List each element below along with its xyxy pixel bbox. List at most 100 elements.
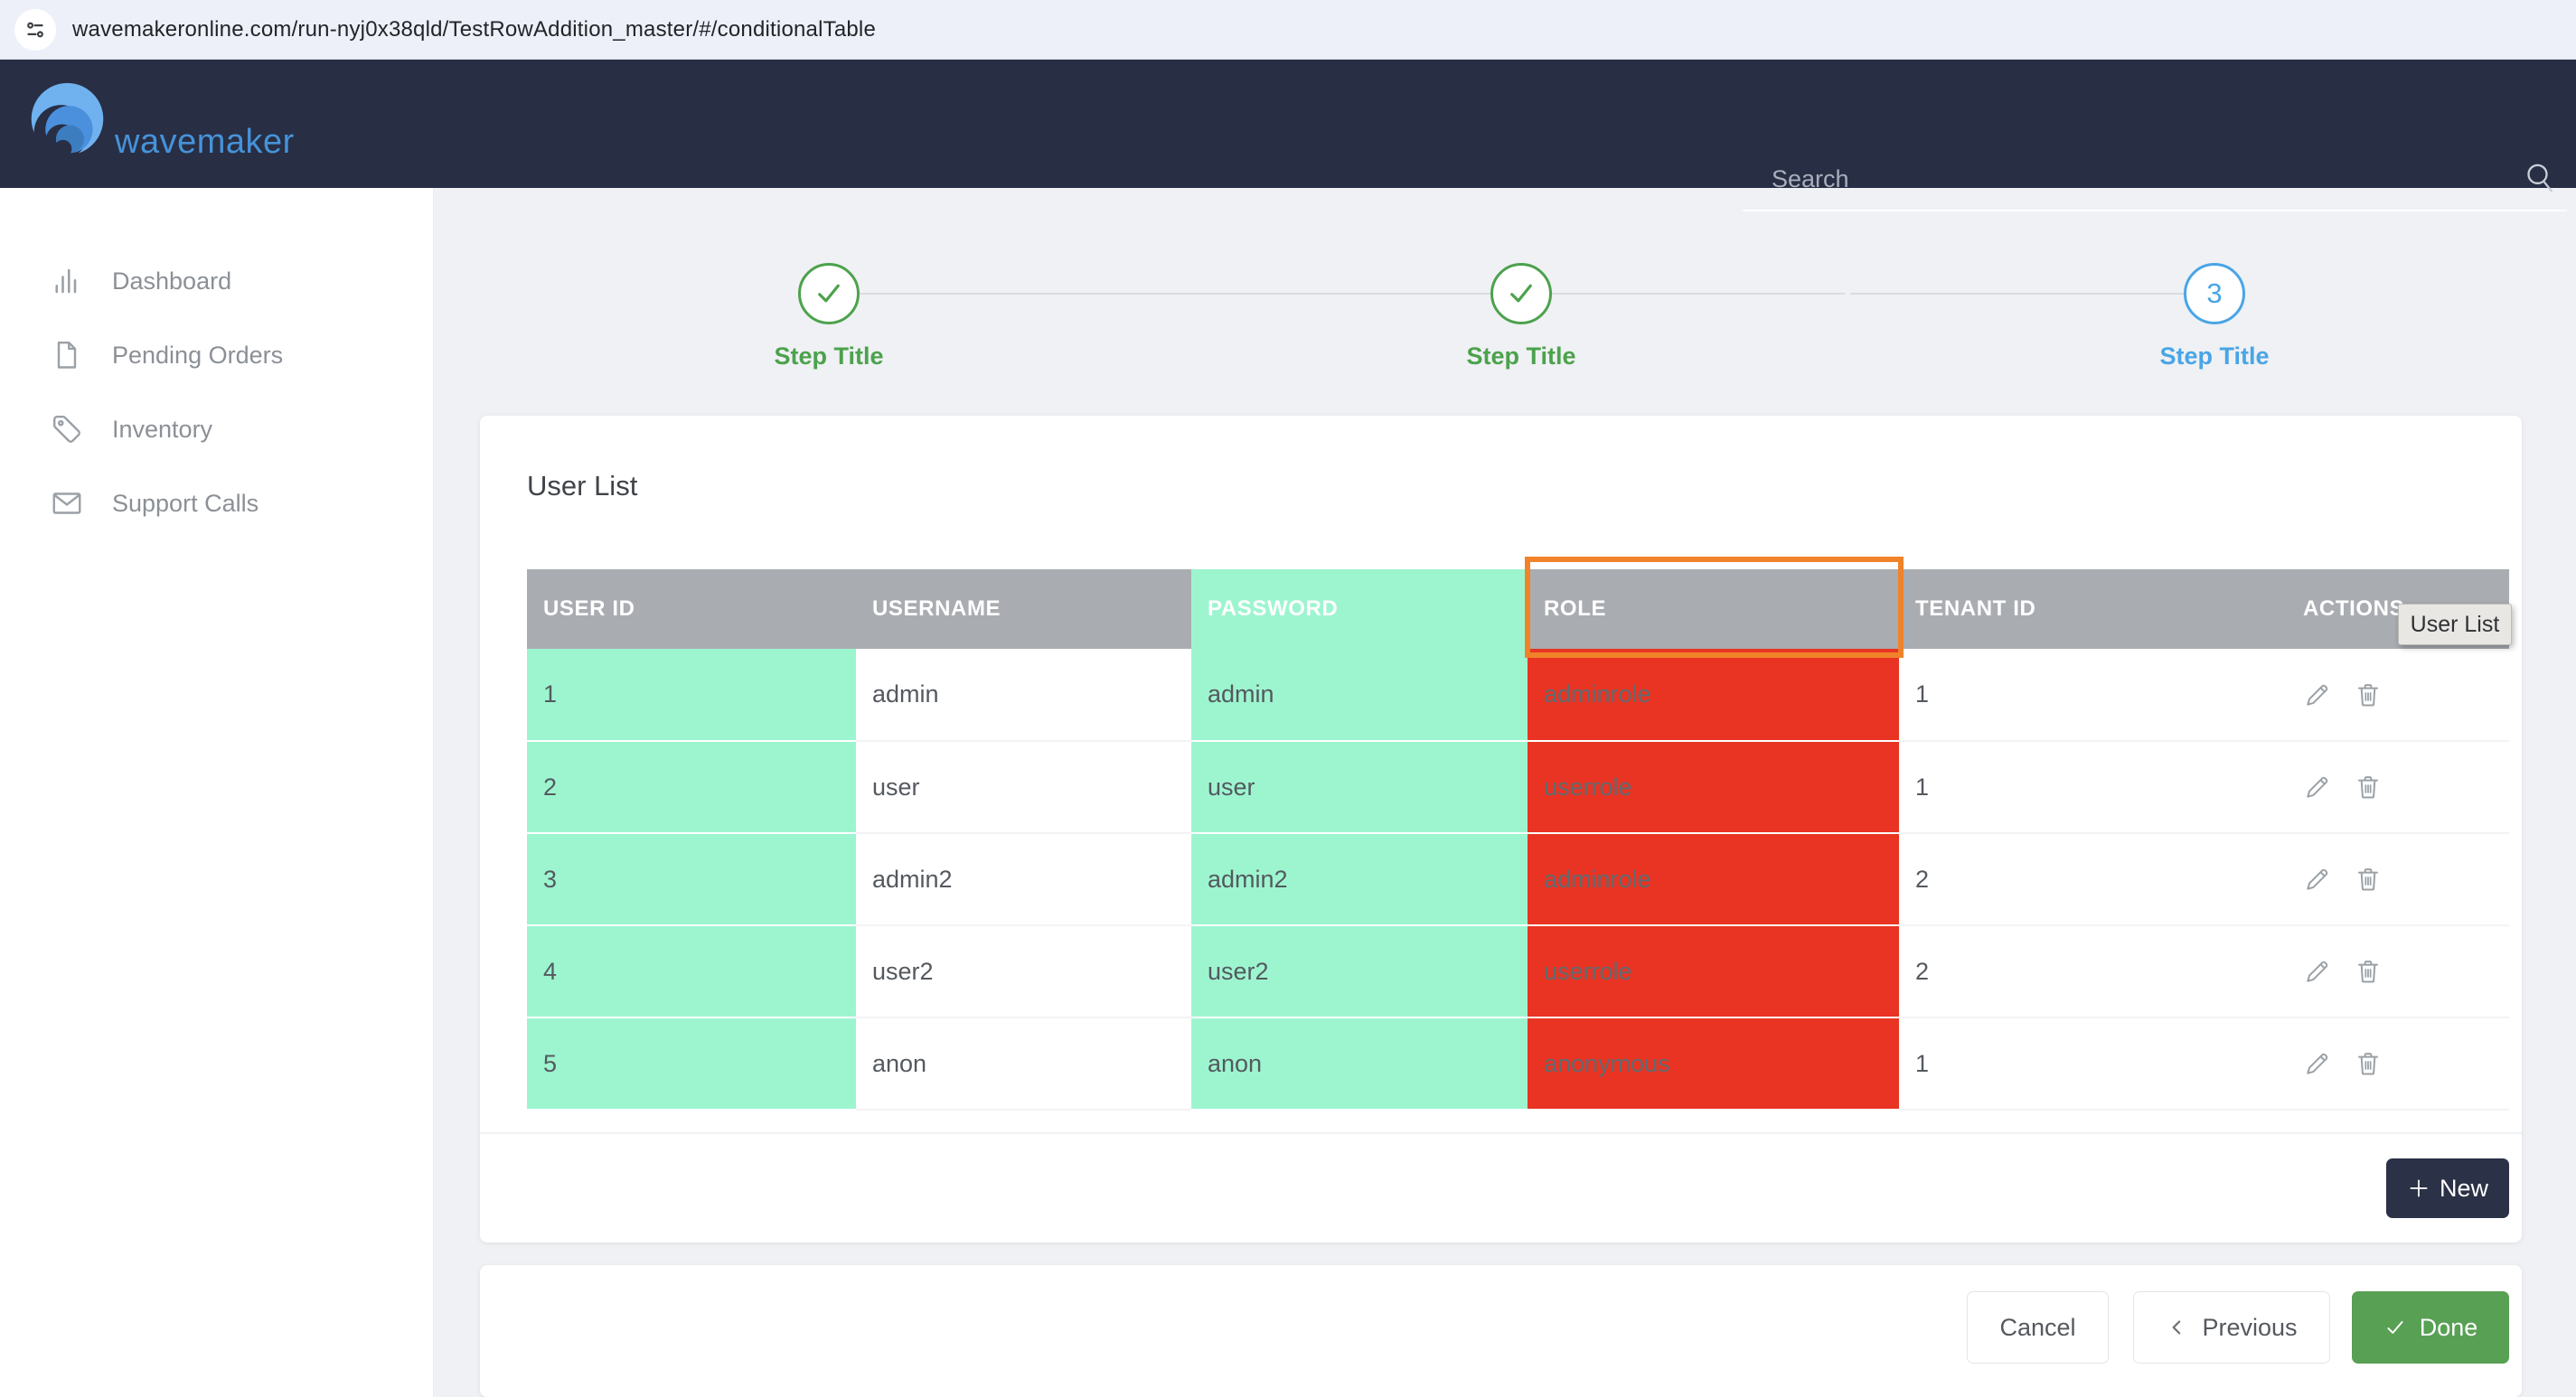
step-circle [1490, 263, 1552, 324]
table-row: 2 user user userrole 1 [527, 741, 2509, 834]
delete-row-button[interactable] [2354, 865, 2383, 894]
edit-row-button[interactable] [2303, 865, 2332, 894]
cell-user-id: 4 [527, 925, 856, 1018]
cell-username: user [856, 741, 1191, 834]
step-connector [1850, 293, 2184, 295]
brand-text: wavemaker [115, 123, 295, 161]
trash-icon [2354, 1049, 2383, 1078]
step-circle: 3 [2184, 263, 2245, 324]
wavemaker-logo-icon [31, 82, 104, 160]
wizard-actions-card: Cancel Previous Done [480, 1265, 2522, 1397]
cell-password: user [1191, 741, 1528, 834]
sidebar-item-support-calls[interactable]: Support Calls [0, 466, 433, 540]
cell-username: admin [856, 649, 1191, 742]
card-footer-divider [480, 1132, 2522, 1134]
table-header-row: USER ID USERNAME PASSWORD ROLE TENANT ID ACTI… [527, 569, 2509, 649]
new-button-label: New [2439, 1174, 2488, 1202]
cell-username: anon [856, 1017, 1191, 1111]
cell-user-id: 5 [527, 1017, 856, 1111]
cell-user-id: 3 [527, 833, 856, 926]
delete-row-button[interactable] [2354, 1049, 2383, 1078]
cell-role: adminrole [1528, 649, 1899, 742]
step-connector [1552, 293, 1845, 295]
trash-icon [2354, 680, 2383, 709]
delete-row-button[interactable] [2354, 680, 2383, 709]
user-list-tooltip: User List [2398, 604, 2512, 645]
delete-row-button[interactable] [2354, 773, 2383, 802]
sidebar-item-label: Inventory [112, 415, 213, 443]
table-row: 5 anon anon anonymous 1 [527, 1017, 2509, 1111]
column-header-role[interactable]: ROLE [1528, 569, 1899, 649]
search-icon[interactable] [2522, 159, 2558, 197]
sidebar: Dashboard Pending Orders Inventory Support … [0, 188, 434, 1397]
column-header-tenant-id[interactable]: TENANT ID [1899, 569, 2287, 649]
cell-username: user2 [856, 925, 1191, 1018]
document-icon [51, 339, 83, 371]
cell-tenant-id: 2 [1899, 925, 2287, 1018]
site-settings-icon[interactable] [14, 8, 56, 51]
new-button[interactable]: New [2386, 1158, 2509, 1218]
pencil-icon [2303, 773, 2332, 802]
done-button[interactable]: Done [2352, 1291, 2509, 1364]
pencil-icon [2303, 957, 2332, 986]
wizard-step-2[interactable]: Step Title [1413, 263, 1630, 370]
step-title: Step Title [1466, 342, 1576, 370]
wizard-step-3[interactable]: 3 Step Title [2106, 263, 2323, 370]
table-row: 4 user2 user2 userrole 2 [527, 925, 2509, 1018]
trash-icon [2354, 865, 2383, 894]
url-text[interactable]: wavemakeronline.com/run-nyj0x38qld/TestR… [72, 16, 876, 42]
done-button-label: Done [2419, 1313, 2478, 1341]
sidebar-item-label: Support Calls [112, 489, 259, 517]
cell-user-id: 2 [527, 741, 856, 834]
table-row: 3 admin2 admin2 adminrole 2 [527, 833, 2509, 926]
step-connector [860, 293, 1490, 295]
step-done-check-icon [1504, 277, 1538, 311]
panel-title: User List [527, 470, 638, 502]
step-done-check-icon [812, 277, 846, 311]
edit-row-button[interactable] [2303, 680, 2332, 709]
edit-row-button[interactable] [2303, 1049, 2332, 1078]
cell-tenant-id: 2 [1899, 833, 2287, 926]
cell-actions [2287, 1017, 2509, 1111]
column-header-user-id[interactable]: USER ID [527, 569, 856, 649]
edit-row-button[interactable] [2303, 773, 2332, 802]
sidebar-item-pending-orders[interactable]: Pending Orders [0, 318, 433, 392]
user-table: USER ID USERNAME PASSWORD ROLE TENANT ID ACTI… [527, 557, 2512, 1111]
trash-icon [2354, 773, 2383, 802]
cell-actions [2287, 925, 2509, 1018]
sidebar-item-dashboard[interactable]: Dashboard [0, 244, 433, 318]
chevron-left-icon [2166, 1316, 2189, 1339]
cell-actions [2287, 649, 2509, 742]
delete-row-button[interactable] [2354, 957, 2383, 986]
cell-user-id: 1 [527, 649, 856, 742]
wizard-stepper: Step Title Step Title 3 Step Title [434, 188, 2576, 416]
main-content: Step Title Step Title 3 Step Title User Lis… [434, 188, 2576, 1397]
check-icon [2383, 1316, 2407, 1339]
cell-actions [2287, 833, 2509, 926]
cell-actions [2287, 741, 2509, 834]
cancel-button-label: Cancel [1999, 1313, 2076, 1341]
cell-password: anon [1191, 1017, 1528, 1111]
bar-chart-icon [51, 265, 83, 297]
step-title: Step Title [774, 342, 884, 370]
step-number: 3 [2206, 277, 2223, 309]
sidebar-item-label: Dashboard [112, 267, 232, 295]
previous-button[interactable]: Previous [2133, 1291, 2330, 1364]
search-box [1743, 148, 2567, 211]
edit-row-button[interactable] [2303, 957, 2332, 986]
cancel-button[interactable]: Cancel [1967, 1291, 2109, 1364]
brand: wavemaker [24, 80, 295, 167]
step-circle [798, 263, 860, 324]
sidebar-item-inventory[interactable]: Inventory [0, 392, 433, 466]
search-input[interactable] [1772, 159, 2477, 199]
app-header: wavemaker [0, 60, 2576, 211]
pencil-icon [2303, 680, 2332, 709]
column-header-password[interactable]: PASSWORD [1191, 569, 1528, 649]
pencil-icon [2303, 1049, 2332, 1078]
cell-role: userrole [1528, 925, 1899, 1018]
wizard-step-1[interactable]: Step Title [720, 263, 937, 370]
column-header-username[interactable]: USERNAME [856, 569, 1191, 649]
cell-role: adminrole [1528, 833, 1899, 926]
cell-tenant-id: 1 [1899, 1017, 2287, 1111]
cell-tenant-id: 1 [1899, 649, 2287, 742]
